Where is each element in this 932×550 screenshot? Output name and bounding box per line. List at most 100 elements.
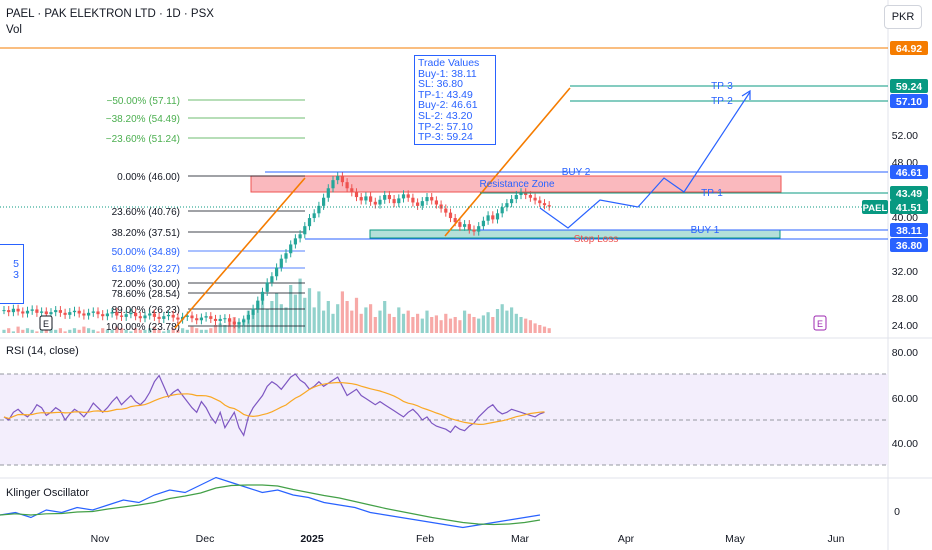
volume-bar — [251, 313, 255, 333]
candle-body — [444, 208, 448, 213]
volume-bar — [35, 331, 39, 333]
annotation-label: TP-3 — [711, 81, 733, 92]
candle-body — [524, 192, 528, 196]
candle-body — [119, 315, 124, 317]
volume-label: Vol — [6, 24, 22, 36]
volume-bar — [439, 320, 443, 333]
volume-bar — [519, 317, 523, 333]
volume-bar — [406, 310, 410, 333]
volume-bar — [209, 328, 213, 333]
candle-body — [162, 316, 166, 319]
candle-body — [143, 315, 147, 319]
candle-body — [354, 192, 359, 198]
candle-body — [303, 226, 307, 235]
time-tick: Dec — [196, 533, 215, 545]
trade-box-line: TP-3: 59.24 — [418, 131, 473, 144]
candle-body — [533, 197, 537, 201]
klinger-tick: 0 — [894, 506, 900, 518]
time-tick: Feb — [416, 533, 434, 545]
volume-bar — [171, 328, 175, 333]
candle-body — [218, 318, 222, 321]
candle-body — [185, 315, 189, 317]
candle-body — [458, 222, 462, 227]
fib-label: 61.80% (32.27) — [112, 264, 180, 275]
candle-body — [312, 213, 316, 219]
candle-body — [101, 314, 105, 317]
trade-box-line: SL: 36.80 — [418, 78, 463, 91]
volume-bar — [185, 329, 189, 333]
candle-body — [307, 218, 312, 227]
currency-button[interactable]: PKR — [884, 5, 922, 29]
volume-bar — [383, 301, 387, 333]
candle-body — [256, 300, 260, 309]
volume-bar — [21, 329, 25, 333]
price-marker — [890, 223, 928, 237]
candle-body — [148, 313, 152, 316]
volume-bar — [350, 310, 354, 333]
volume-bar — [166, 329, 171, 333]
volume-bar — [124, 329, 128, 333]
volume-bar — [481, 315, 485, 333]
fib-label: 50.00% (34.89) — [112, 247, 180, 258]
candle-body — [72, 310, 77, 313]
candle-body — [115, 312, 119, 316]
candle-body — [7, 310, 11, 313]
volume-bar — [444, 313, 448, 333]
candle-body — [387, 195, 391, 200]
price-marker — [890, 94, 928, 108]
rsi-tick: 80.00 — [892, 347, 918, 359]
candle-body — [44, 311, 48, 315]
volume-bar — [115, 326, 119, 333]
candle-body — [317, 205, 321, 214]
price-marker — [890, 200, 928, 214]
price-tick: 32.00 — [892, 266, 918, 278]
candle-body — [505, 203, 509, 208]
candle-body — [369, 196, 373, 202]
candle-body — [481, 220, 485, 227]
price-tick: 24.00 — [892, 320, 918, 332]
volume-bar — [44, 329, 48, 333]
candle-body — [434, 200, 438, 205]
volume-bar — [204, 329, 208, 333]
fibonacci-retracement: −50.00% (57.11) −38.20% (54.49) −23.60% (5… — [106, 96, 305, 333]
earnings-icon — [39, 315, 53, 331]
candle-body — [383, 195, 387, 200]
price-marker-label: 36.80 — [896, 240, 922, 252]
volume-bar — [477, 318, 481, 333]
volume-bar — [472, 317, 476, 333]
fib-label: 0.00% (46.00) — [117, 172, 180, 183]
rsi-line — [3, 373, 545, 437]
forecast-arrowhead — [741, 89, 751, 100]
candle-body — [176, 317, 180, 320]
candle-body — [495, 213, 500, 220]
candle-body — [510, 199, 514, 204]
candle-body — [63, 312, 67, 315]
volume-bar — [416, 313, 420, 333]
candle-body — [547, 205, 551, 207]
volume-bar — [307, 288, 312, 333]
klinger-label: Klinger Oscillator — [6, 487, 90, 499]
trade-box-line: Buy-2: 46.61 — [418, 99, 478, 112]
volume-bar — [256, 304, 260, 333]
candle-body — [467, 224, 471, 230]
candle-body — [378, 199, 382, 205]
drawings: Resistance Zone BUY-2 TP-1 TP-2 TP-3 BUY 1 Sto… — [0, 47, 888, 331]
candle-body — [96, 311, 100, 315]
volume-bar — [420, 318, 424, 333]
volume-bar — [430, 317, 434, 333]
volume-bar — [82, 326, 86, 333]
volume-bar — [425, 310, 429, 333]
volume-bar — [392, 317, 396, 333]
candle-body — [453, 218, 457, 223]
volume-bar — [514, 313, 518, 333]
volume-bar — [77, 329, 81, 333]
volume-bar — [213, 325, 218, 333]
volume-bars — [2, 278, 551, 333]
volume-bar — [152, 326, 156, 333]
volume-bar — [134, 328, 138, 333]
price-tick: 40.00 — [892, 212, 918, 224]
volume-bar — [260, 297, 265, 333]
candle-body — [477, 226, 481, 232]
candle-body — [237, 322, 241, 325]
